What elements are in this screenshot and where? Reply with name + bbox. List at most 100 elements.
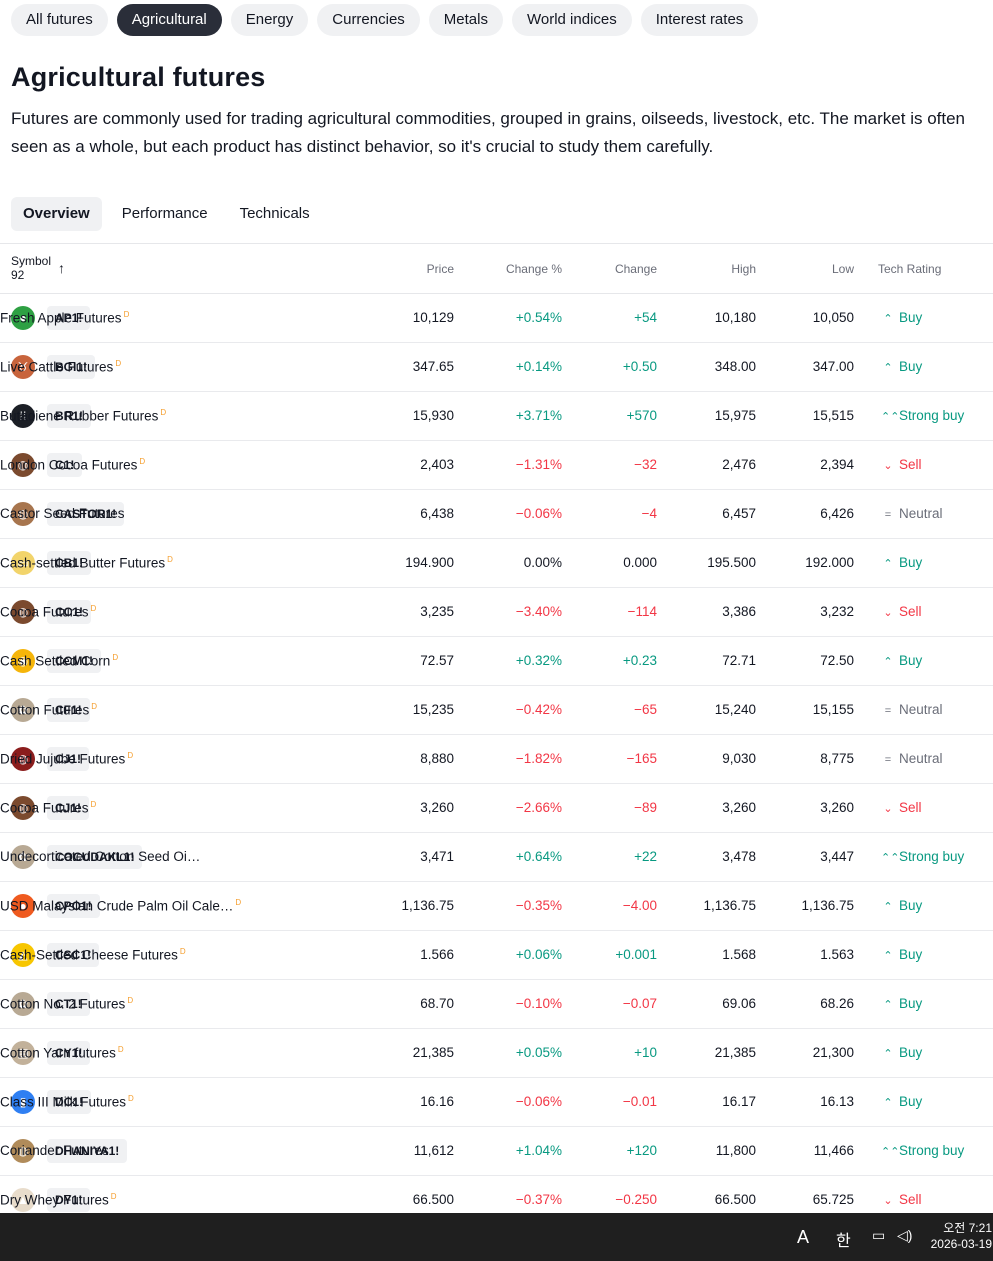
- header-low[interactable]: Low: [831, 262, 854, 276]
- symbol-name[interactable]: USD Malaysian Crude Palm Oil Cale… D: [0, 898, 241, 914]
- symbol-ticker[interactable]: BGI1!: [47, 355, 96, 379]
- symbol-name[interactable]: Coriander Futures: [0, 1143, 109, 1158]
- table-row[interactable]: ▮ DC1! Class III Milk Futures D 16.16 −0.06% −…: [0, 1078, 993, 1127]
- symbol-ticker[interactable]: CF1!: [47, 698, 90, 722]
- table-row[interactable]: ◍ CJ1! Cocoa Futures D 3,260 −2.66% −89 3,260 3,…: [0, 784, 993, 833]
- table-row[interactable]: ✿ COCUDAKL1! Undecorticated Cotton Seed Oi…: [0, 833, 993, 882]
- symbol-name[interactable]: Undecorticated Cotton Seed Oi…: [0, 849, 200, 864]
- symbol-ticker[interactable]: BR1!: [47, 404, 92, 428]
- symbol-ticker[interactable]: CC1!: [47, 600, 92, 624]
- change-value: −4.00: [622, 898, 657, 913]
- symbol-ticker[interactable]: DHANIYA1!: [47, 1139, 128, 1163]
- change-pct-value: −0.37%: [515, 1192, 562, 1207]
- symbol-name[interactable]: Cotton Yarn futures D: [0, 1045, 124, 1061]
- symbol-ticker[interactable]: DC1!: [47, 1090, 92, 1114]
- tab-overview[interactable]: Overview: [11, 197, 102, 231]
- category-tab-all-futures[interactable]: All futures: [11, 4, 108, 36]
- table-row[interactable]: ✿ CT1! Cotton No. 2 Futures D 68.70 −0.10% −0.…: [0, 980, 993, 1029]
- table-row[interactable]: ♉ BGI1! Live Cattle Futures D 347.65 +0.14% +0…: [0, 343, 993, 392]
- header-high[interactable]: High: [731, 262, 756, 276]
- table-row[interactable]: ◍ DHANIYA1! Coriander Futures 11,612 +1.04% +…: [0, 1127, 993, 1176]
- header-tech-rating[interactable]: Tech Rating: [878, 262, 942, 276]
- symbol-name[interactable]: Cotton Futures D: [0, 702, 97, 718]
- symbol-ticker[interactable]: CSC1!: [47, 943, 100, 967]
- ime-mode-indicator[interactable]: A: [797, 1227, 810, 1247]
- table-row[interactable]: ✿ CF1! Cotton Futures D 15,235 −0.42% −65 15,24…: [0, 686, 993, 735]
- symbol-ticker[interactable]: CT1!: [47, 992, 90, 1016]
- apple-icon: ●: [11, 306, 35, 330]
- header-change-pct[interactable]: Change %: [505, 262, 562, 276]
- low-value: 15,155: [812, 702, 854, 717]
- symbol-name[interactable]: Dry Whey Futures D: [0, 1192, 117, 1208]
- clock[interactable]: 오전 7:21 2026-03-19: [930, 1220, 992, 1252]
- category-tab-world-indices[interactable]: World indices: [511, 4, 632, 36]
- category-tab-currencies[interactable]: Currencies: [317, 4, 420, 36]
- symbol-ticker[interactable]: DY1!: [47, 1188, 91, 1212]
- symbol-name[interactable]: Cash-settled Butter Futures D: [0, 555, 173, 571]
- symbol-ticker[interactable]: CCM1!: [47, 649, 101, 673]
- table-row[interactable]: ▤ CY1! Cotton Yarn futures D 21,385 +0.05% +10…: [0, 1029, 993, 1078]
- symbol-name[interactable]: Butadiene Rubber Futures D: [0, 408, 166, 424]
- table-row[interactable]: ▭ CB1! Cash-settled Butter Futures D 194.900…: [0, 539, 993, 588]
- table-row[interactable]: ◍ CC1! Cocoa Futures D 3,235 −3.40% −114 3,386 3…: [0, 588, 993, 637]
- symbol-ticker[interactable]: CASTOR1!: [47, 502, 125, 526]
- symbol-name[interactable]: Fresh Apple Futures D: [0, 310, 129, 326]
- symbol-ticker[interactable]: CJ1!: [47, 747, 90, 771]
- symbol-name[interactable]: Live Cattle Futures D: [0, 359, 121, 375]
- symbol-ticker[interactable]: AP1!: [47, 306, 91, 330]
- language-indicator[interactable]: 한: [836, 1233, 851, 1250]
- table-row[interactable]: ▲ DY1! Dry Whey Futures D 66.500 −0.37% −0.250…: [0, 1176, 993, 1225]
- tech-rating-label: Buy: [899, 1094, 923, 1109]
- tech-rating: ⌃ Buy: [881, 1094, 922, 1109]
- category-tab-metals[interactable]: Metals: [428, 4, 503, 36]
- table-row[interactable]: ◍ CJ1! Dried Jujube Futures D 8,880 −1.82% −16…: [0, 735, 993, 784]
- tab-technicals[interactable]: Technicals: [239, 205, 310, 222]
- low-value: 21,300: [812, 1045, 854, 1060]
- tech-rating: ⌃⌃Strong buy: [881, 1143, 964, 1158]
- change-value: −0.01: [622, 1094, 657, 1109]
- table-row[interactable]: ● CPO1! USD Malaysian Crude Palm Oil Cale……: [0, 882, 993, 931]
- category-tab-energy[interactable]: Energy: [230, 4, 309, 36]
- network-icon[interactable]: ▭: [872, 1227, 886, 1243]
- cotton-icon: ✿: [11, 845, 35, 869]
- symbol-ticker[interactable]: CJ1!: [47, 796, 90, 820]
- tech-rating-label: Buy: [899, 947, 923, 962]
- header-change[interactable]: Change: [614, 262, 657, 276]
- symbol-ticker[interactable]: COCUDAKL1!: [47, 845, 143, 869]
- change-pct-value: −0.42%: [515, 702, 562, 717]
- header-price[interactable]: Price: [426, 262, 454, 276]
- symbol-name[interactable]: Cash Settled Corn D: [0, 653, 118, 669]
- symbol-name[interactable]: Class III Milk Futures D: [0, 1094, 134, 1110]
- symbol-name[interactable]: Cash-Settled Cheese Futures D: [0, 947, 186, 963]
- symbol-ticker[interactable]: CB1!: [47, 551, 92, 575]
- symbol-name[interactable]: Castor Seed Futures: [0, 506, 125, 521]
- table-row[interactable]: ◍ CASTOR1! Castor Seed Futures 6,438 −0.06% −…: [0, 490, 993, 539]
- symbol-name[interactable]: London Cocoa Futures D: [0, 457, 145, 473]
- table-row[interactable]: ◍ C1! London Cocoa Futures D 2,403 −1.31% −32 2…: [0, 441, 993, 490]
- table-row[interactable]: ● AP1! Fresh Apple Futures D 10,129 +0.54% +54…: [0, 294, 993, 343]
- volume-icon[interactable]: ◁): [897, 1227, 913, 1243]
- table-row[interactable]: ⁞⁞ BR1! Butadiene Rubber Futures D 15,930 +3.…: [0, 392, 993, 441]
- tech-rating-label: Sell: [899, 457, 922, 472]
- symbol-ticker[interactable]: CPO1!: [47, 894, 100, 918]
- symbol-name[interactable]: Cocoa Futures D: [0, 604, 96, 620]
- high-value: 15,240: [714, 702, 756, 717]
- table-row[interactable]: ◭ CSC1! Cash-Settled Cheese Futures D 1.566 +…: [0, 931, 993, 980]
- symbol-ticker[interactable]: CY1!: [47, 1041, 91, 1065]
- price-value: 68.70: [420, 996, 454, 1011]
- buy-arrow-icon: ⌃: [883, 950, 893, 962]
- symbol-name[interactable]: Cocoa Futures D: [0, 800, 96, 816]
- tab-performance[interactable]: Performance: [121, 205, 208, 222]
- tech-rating: = Neutral: [881, 506, 943, 521]
- high-value: 2,476: [722, 457, 756, 472]
- category-tab-interest-rates[interactable]: Interest rates: [640, 4, 759, 36]
- header-symbol[interactable]: Symbol 92: [11, 254, 52, 282]
- table-row[interactable]: ◉ CCM1! Cash Settled Corn D 72.57 +0.32% +0.23…: [0, 637, 993, 686]
- symbol-name[interactable]: Cotton No. 2 Futures D: [0, 996, 133, 1012]
- symbol-name[interactable]: Dried Jujube Futures D: [0, 751, 133, 767]
- price-value: 15,930: [412, 408, 454, 423]
- symbol-ticker[interactable]: C1!: [47, 453, 83, 477]
- sort-ascending-icon[interactable]: ↑: [58, 260, 65, 276]
- category-tab-agricultural[interactable]: Agricultural: [116, 4, 222, 36]
- tech-rating: ⌃ Buy: [881, 947, 922, 962]
